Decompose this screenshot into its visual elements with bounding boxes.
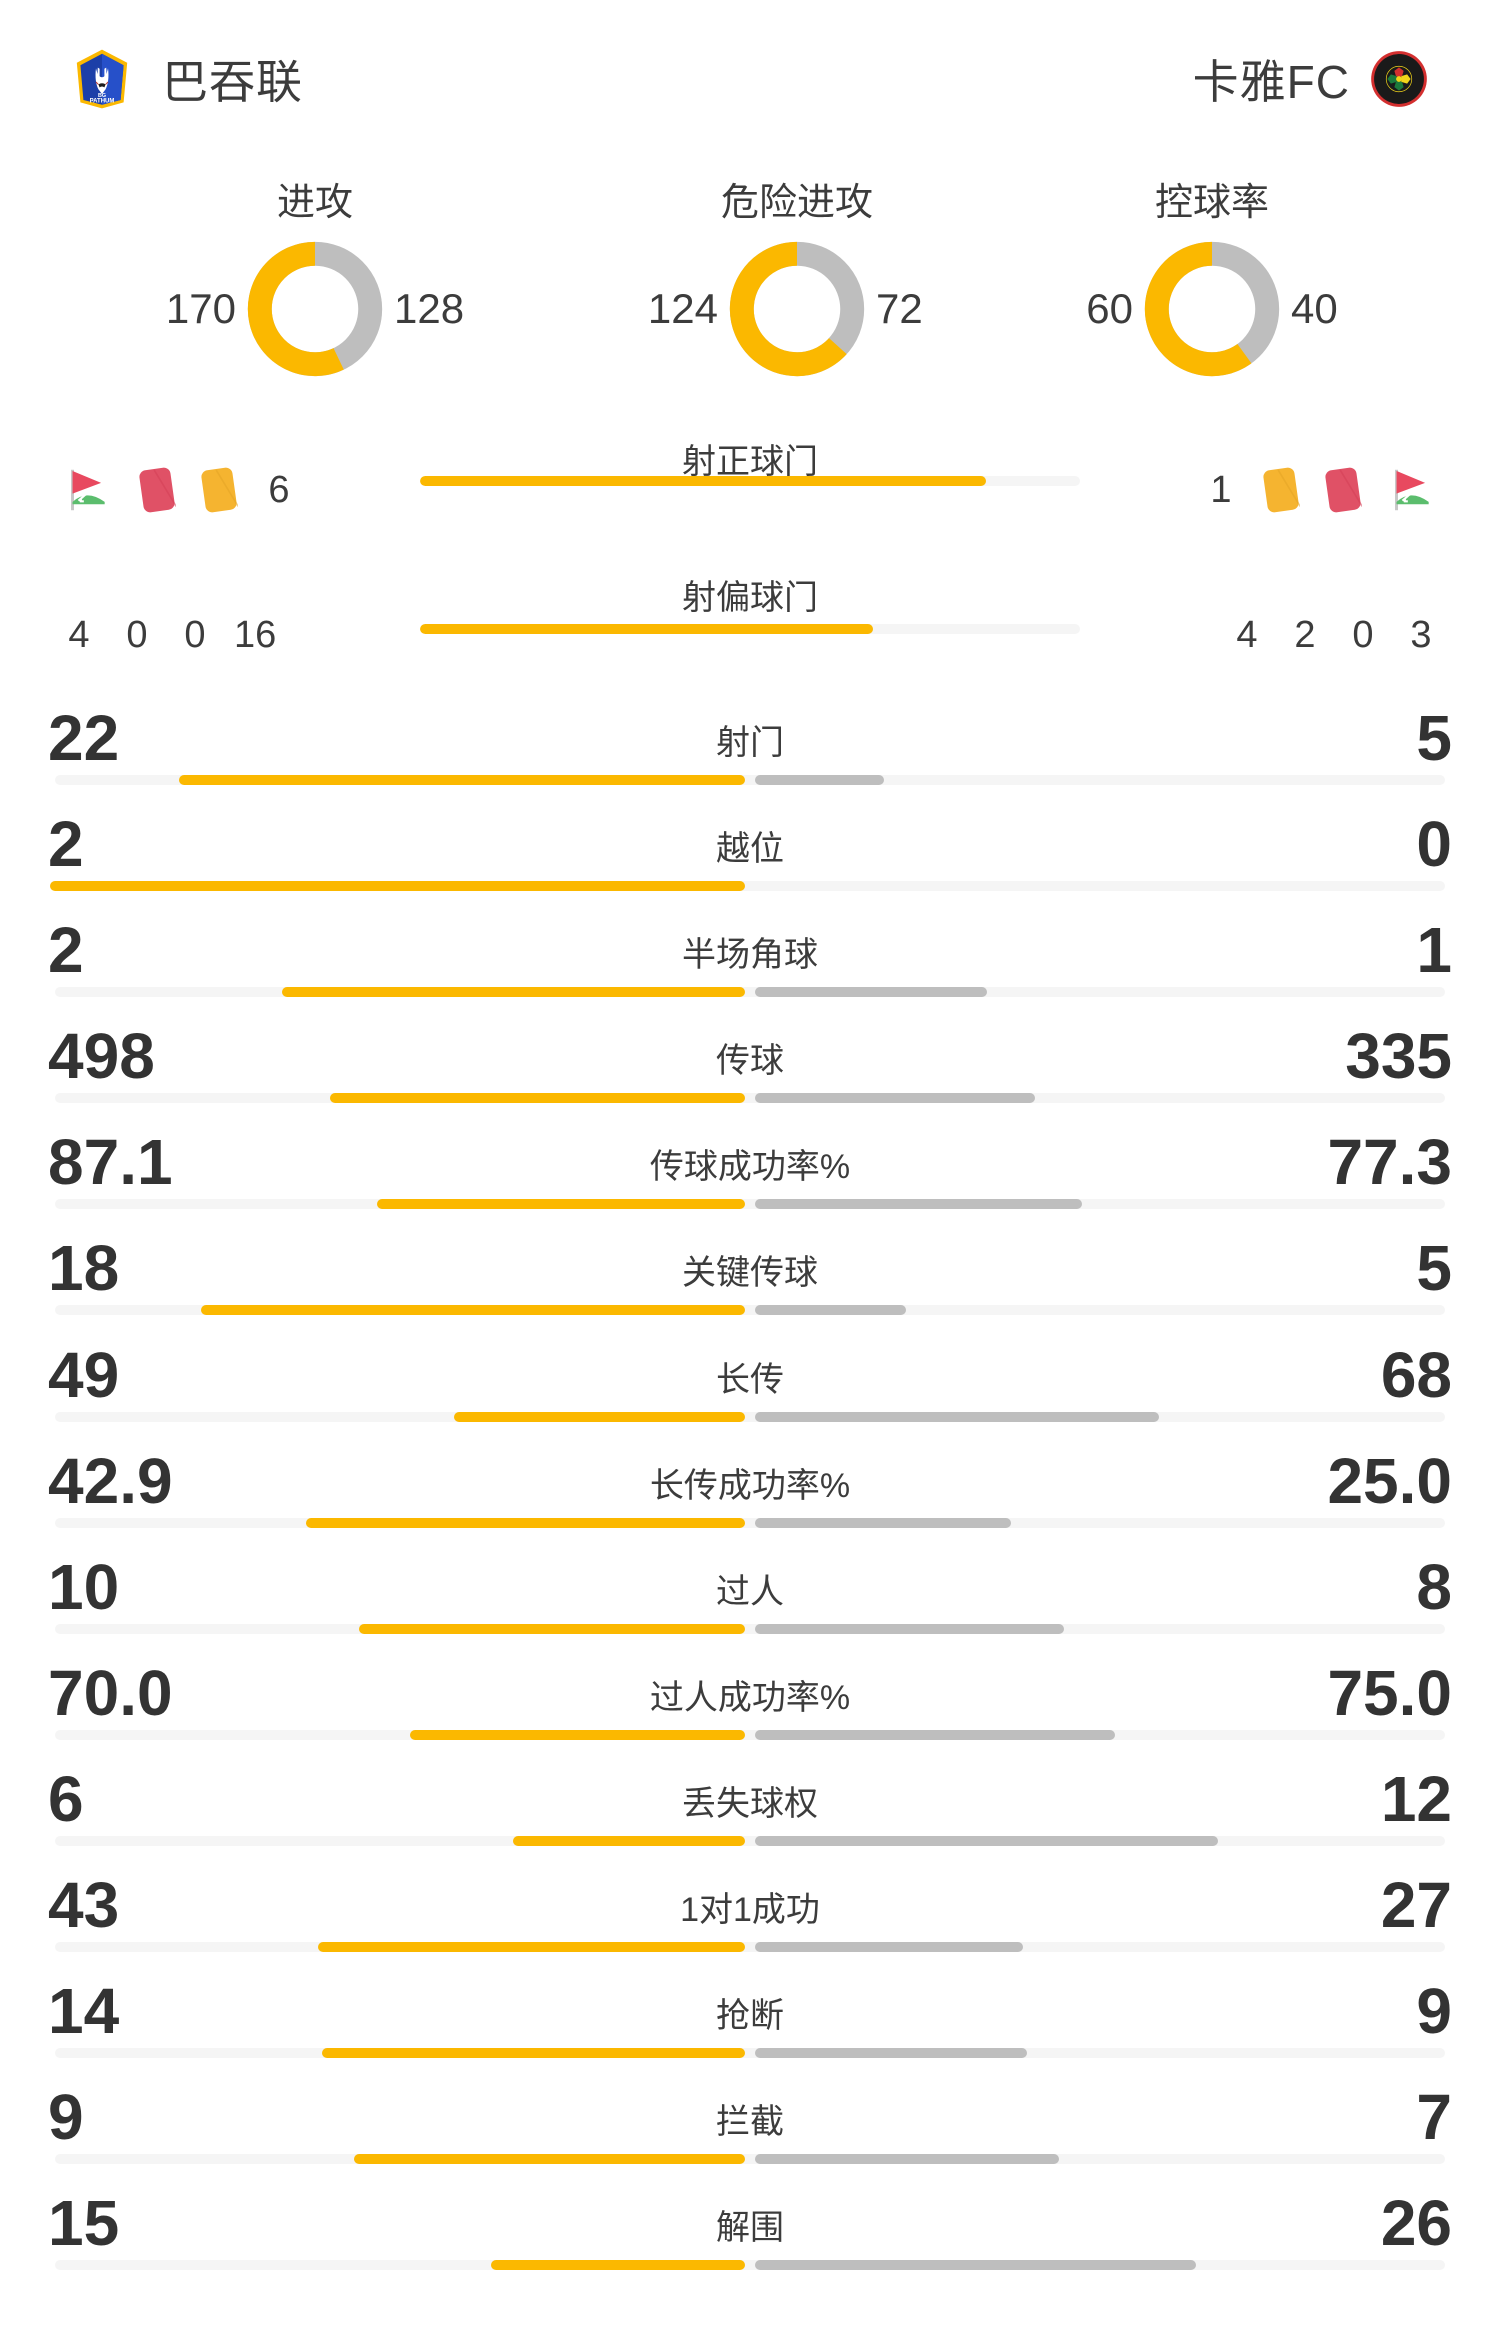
svg-text:PATHUM: PATHUM [90,98,115,104]
